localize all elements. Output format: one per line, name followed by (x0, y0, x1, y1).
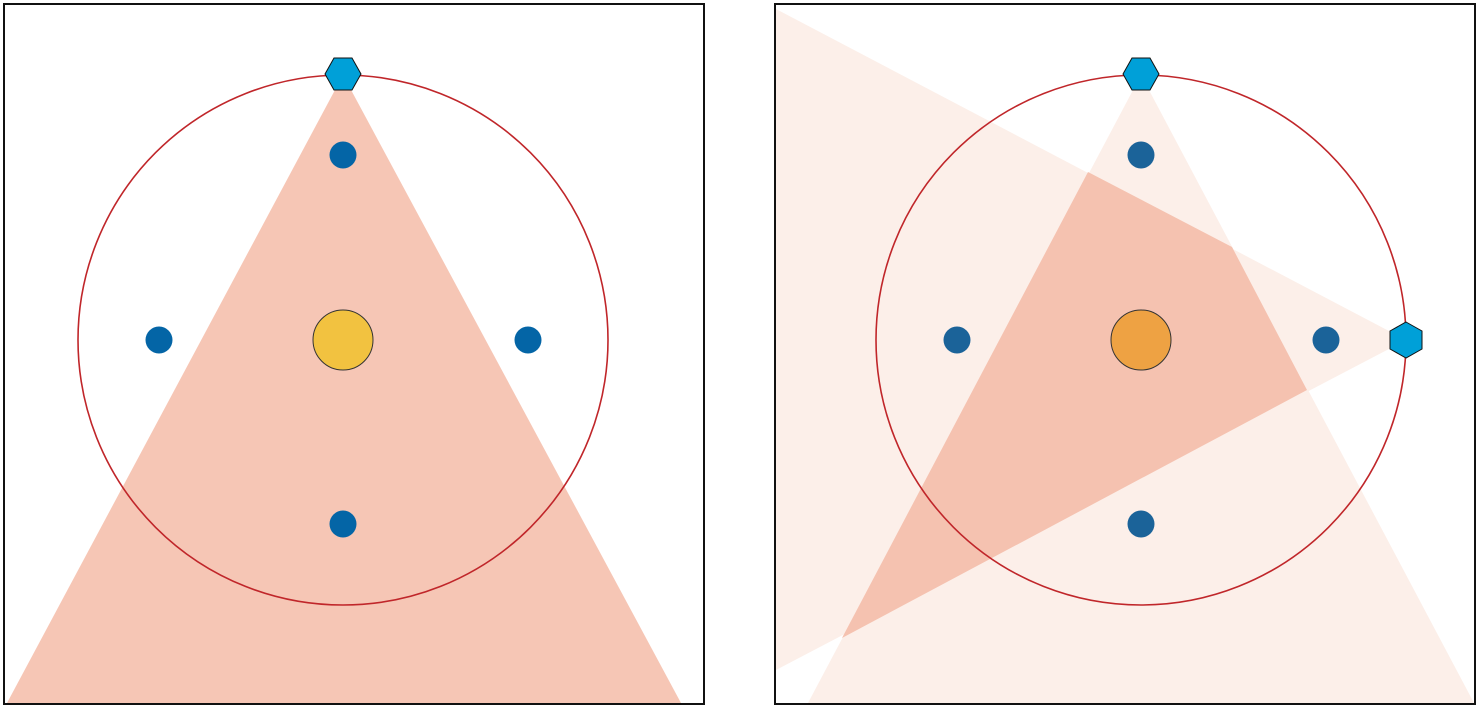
blue-dot-bottom (1127, 510, 1155, 538)
blue-dot-bottom (329, 510, 357, 538)
light-cone (7, 75, 681, 703)
light-cone-overlap (842, 172, 1307, 638)
blue-dot-top (329, 141, 357, 169)
center-body (1110, 309, 1172, 371)
blue-dot-right (514, 326, 542, 354)
blue-dot-right (1312, 326, 1340, 354)
left-diagram (7, 57, 681, 703)
blue-dot-left (145, 326, 173, 354)
center-body (312, 309, 374, 371)
left-panel (3, 3, 705, 705)
hexagon-source-icon (324, 57, 362, 91)
right-diagram (776, 9, 1474, 703)
blue-dot-left (943, 326, 971, 354)
hexagon-source-icon (1389, 321, 1423, 359)
hexagon-source-icon (1122, 57, 1160, 91)
right-panel (774, 3, 1476, 705)
blue-dot-top (1127, 141, 1155, 169)
